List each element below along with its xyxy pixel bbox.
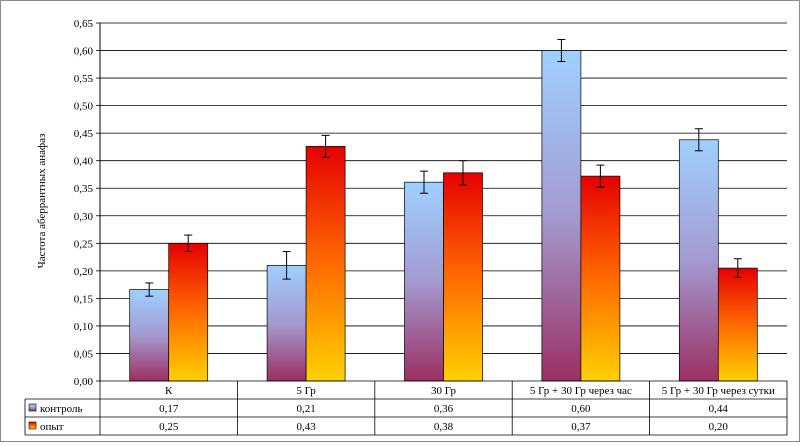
y-tick-label: 0,05 [74, 348, 94, 360]
error-bar [420, 170, 428, 194]
bar-опыт-3 [580, 175, 621, 382]
table-value: 0,38 [434, 421, 454, 433]
table-value: 0,21 [296, 403, 315, 415]
data-table: К 5 Гр 30 Гр 5 Гр + 30 Гр через час 5 Гр + 3… [24, 380, 788, 436]
y-tick-label: 0,10 [74, 321, 94, 333]
error-bars [145, 39, 742, 297]
table-value: 0,37 [571, 421, 591, 433]
y-tick-label: 0,35 [74, 183, 94, 195]
category-label: 30 Гр [431, 385, 456, 397]
y-tick-label: 0,20 [74, 266, 94, 278]
error-bar [145, 282, 154, 297]
table-value: 0,20 [709, 421, 729, 433]
error-bar [596, 164, 605, 188]
bar-контроль-4 [678, 139, 719, 382]
bar-контроль-1 [266, 264, 307, 382]
y-tick-label: 0,65 [74, 18, 94, 30]
error-bar [459, 160, 467, 186]
y-tick-label: 0,60 [74, 46, 94, 58]
y-tick-label: 0,15 [74, 293, 94, 305]
bar-опыт-4 [717, 267, 758, 382]
bar-опыт-1 [305, 146, 346, 382]
legend-label: контроль [40, 403, 82, 415]
y-tick-label: 0,45 [74, 128, 94, 140]
bar-контроль-2 [404, 181, 444, 382]
table-value: 0,43 [296, 421, 316, 433]
bars [129, 50, 758, 382]
legend-label: опыт [40, 421, 64, 433]
category-label: К [165, 385, 173, 397]
error-bar [557, 39, 566, 63]
y-tick-label: 0,00 [74, 376, 94, 388]
table-value: 0,60 [571, 403, 591, 415]
category-label: 5 Гр + 30 Гр через час [530, 385, 632, 397]
y-tick-label: 0,40 [74, 156, 94, 168]
y-axis-ticks: 0,00 0,05 0,10 0,15 0,20 0,25 0,30 0,35 0,40 0,45… [74, 18, 101, 388]
bar-контроль-0 [129, 289, 170, 382]
y-tick-label: 0,25 [74, 238, 94, 250]
error-bar [733, 258, 742, 278]
legend-swatch-контроль [28, 403, 37, 412]
table-value: 0,25 [159, 421, 179, 433]
bar-опыт-0 [168, 242, 209, 382]
error-bar [321, 134, 330, 158]
table-value: 0,17 [159, 403, 179, 415]
error-bar [282, 251, 291, 280]
error-bar [694, 128, 703, 152]
category-label: 5 Гр + 30 Гр через сутки [662, 385, 775, 397]
category-label: 5 Гр [296, 385, 316, 397]
y-tick-label: 0,55 [74, 73, 94, 85]
bar-опыт-2 [443, 172, 483, 382]
y-tick-label: 0,30 [74, 211, 94, 223]
legend-swatch-опыт [28, 421, 37, 430]
table-value: 0,36 [434, 403, 454, 415]
error-bar [184, 234, 193, 253]
table-value: 0,44 [709, 403, 729, 415]
y-tick-label: 0,50 [74, 101, 94, 113]
bar-контроль-3 [541, 50, 582, 382]
y-axis-label: Частота аберрантных анафаз [36, 134, 48, 269]
